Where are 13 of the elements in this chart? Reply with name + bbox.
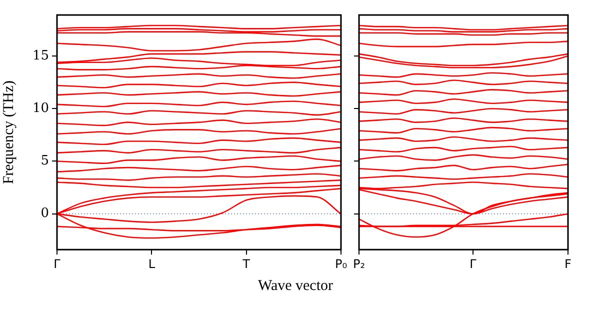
x-tick-label: F (564, 256, 572, 271)
x-tick-label: T (242, 256, 251, 271)
x-tick-label: P₂ (353, 256, 366, 271)
x-tick-label: L (148, 256, 156, 271)
x-tick-label: Γ (470, 256, 477, 271)
x-tick-label: P₀ (334, 256, 348, 271)
y-axis-title: Frequency (THz) (0, 80, 17, 184)
x-tick-label: Γ (54, 256, 61, 271)
y-tick-label: 10 (32, 101, 49, 116)
y-tick-label: 5 (40, 154, 49, 169)
x-axis-title: Wave vector (257, 278, 334, 295)
y-tick-label: 0 (40, 206, 49, 222)
y-tick-label: 15 (32, 48, 49, 64)
